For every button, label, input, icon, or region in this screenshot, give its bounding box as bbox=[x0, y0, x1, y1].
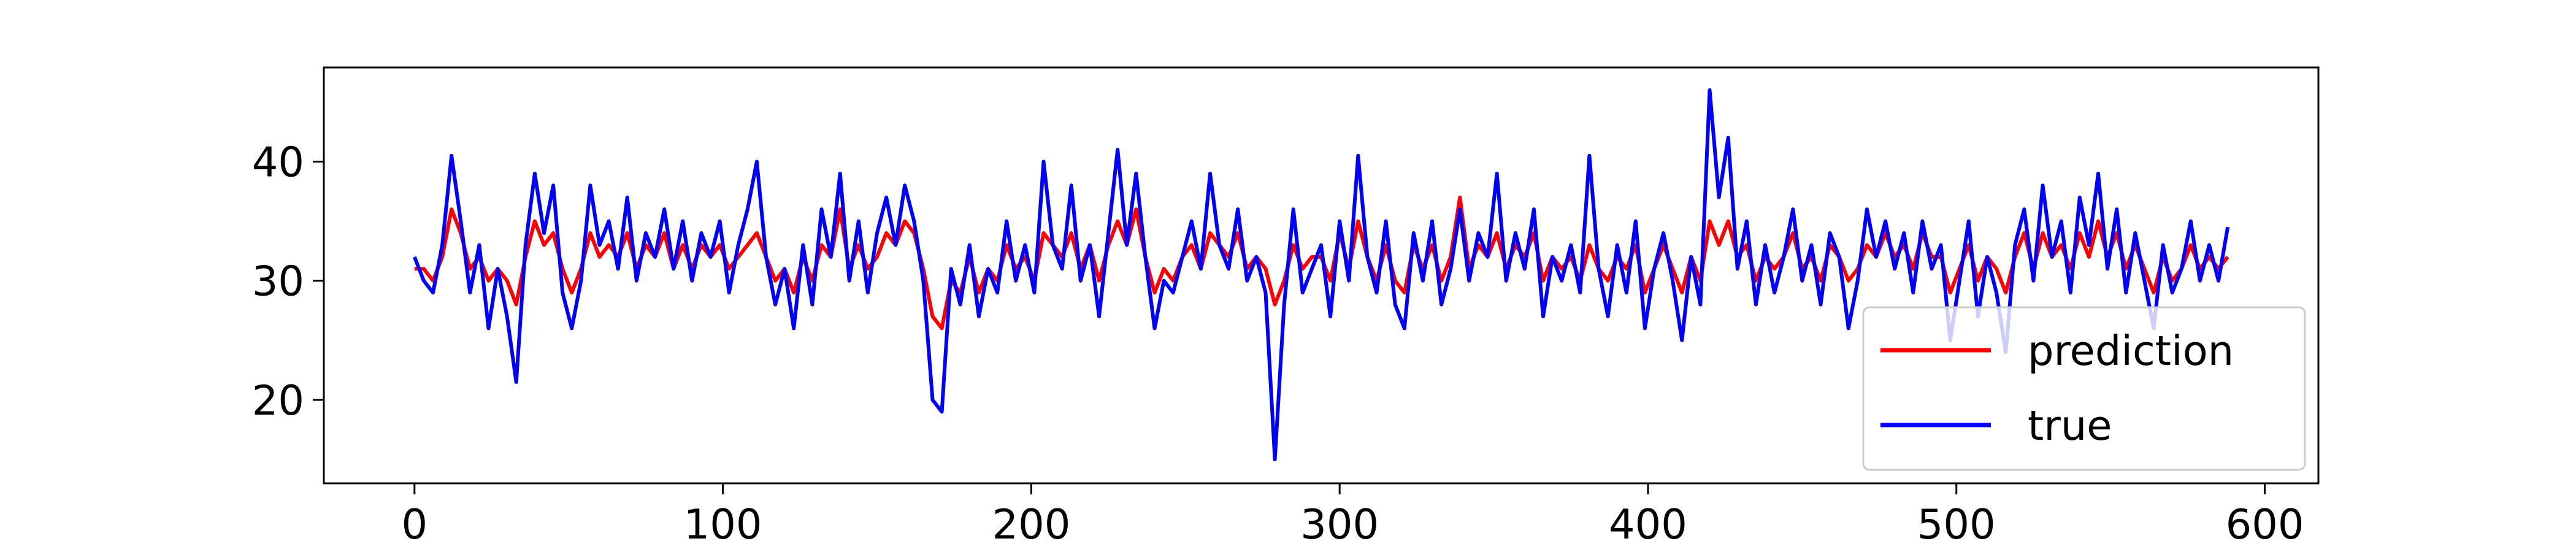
y-tick-label: 40 bbox=[252, 138, 304, 186]
x-tick-label: 400 bbox=[1609, 500, 1687, 548]
x-tick-label: 0 bbox=[401, 500, 427, 548]
legend: prediction true bbox=[1862, 306, 2306, 471]
legend-box bbox=[1862, 306, 2306, 471]
legend-label: true bbox=[2028, 402, 2112, 450]
legend-label: prediction bbox=[2028, 327, 2234, 375]
plot-frame bbox=[323, 66, 2320, 485]
data-line bbox=[413, 88, 2230, 462]
y-tick-label: 20 bbox=[252, 377, 304, 424]
x-tick-label: 600 bbox=[2226, 500, 2304, 548]
x-tick-label: 100 bbox=[684, 500, 762, 548]
x-tick-label: 300 bbox=[1300, 500, 1379, 548]
y-tick-label: 30 bbox=[252, 258, 304, 305]
x-tick-label: 500 bbox=[1917, 500, 1996, 548]
x-tick-label: 200 bbox=[992, 500, 1070, 548]
